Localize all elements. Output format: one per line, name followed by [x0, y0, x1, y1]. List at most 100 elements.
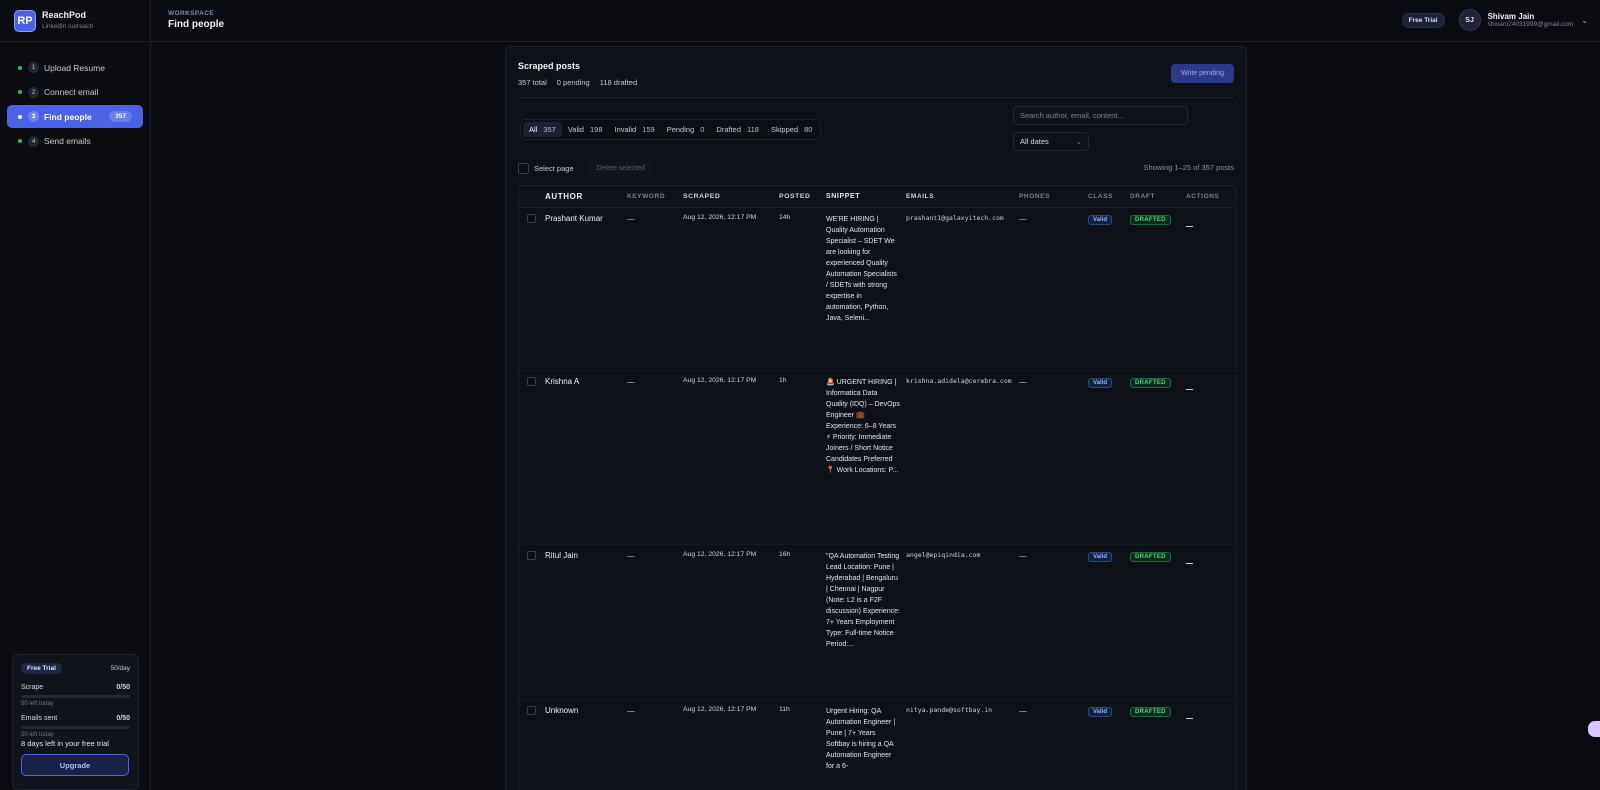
date-select-value: All dates [1020, 137, 1049, 146]
posted-age: 16h [779, 551, 791, 558]
filter-label: Pending [666, 125, 695, 134]
scrape-label: Scrape [21, 684, 44, 691]
step-number: 3 [28, 111, 39, 122]
draft-status-badge: DRAFTED [1130, 707, 1171, 717]
nav-item-send-emails[interactable]: 4 Send emails [7, 130, 143, 153]
column-scraped: SCRAPED [683, 193, 721, 200]
trial-days-left: 8 days left in your free trial [21, 739, 109, 748]
nav-item-connect-email[interactable]: 2 Connect email [7, 81, 143, 104]
posted-age: 1h [779, 377, 787, 384]
filter-label: Drafted [716, 125, 742, 134]
panel-title: Scraped posts [518, 61, 581, 71]
table-row[interactable]: Prashant Kumar — Aug 12, 2026, 12:17 PM … [519, 208, 1235, 371]
row-checkbox[interactable] [527, 551, 536, 560]
topbar: WORKSPACE Find people Free Trial SJ Shiv… [151, 0, 1600, 42]
class-badge: Valid [1088, 552, 1113, 562]
trial-rate: 50/day [110, 665, 130, 672]
table-row[interactable]: Ritul Jain — Aug 12, 2026, 12:17 PM 16h … [519, 545, 1235, 700]
email[interactable]: angel@epiqindia.com [906, 551, 981, 559]
stat-drafted: 118 drafted [599, 78, 638, 87]
chevron-down-icon: ⌄ [1076, 138, 1082, 146]
assistant-launcher-icon[interactable] [1588, 721, 1600, 737]
snippet: "QA Automation Testing Lead Location: Pu… [826, 553, 900, 648]
step-number: 4 [28, 135, 39, 147]
filter-valid[interactable]: Valid 198 [562, 122, 609, 137]
nav-item-label: Find people [44, 111, 92, 122]
draft-status-badge: DRAFTED [1130, 552, 1171, 562]
filter-count: 198 [589, 125, 603, 134]
snippet: 🚨 URGENT HIRING | Informatica Data Quali… [826, 379, 900, 474]
divider [518, 97, 1234, 98]
step-nav: 1 Upload Resume 2 Connect email 3 Find p… [0, 42, 150, 153]
filter-invalid[interactable]: Invalid 159 [609, 122, 661, 137]
delete-selected-button[interactable]: Delete selected [588, 161, 653, 176]
actions-menu-icon[interactable] [1186, 389, 1193, 390]
status-dot-icon [18, 65, 22, 70]
author-name: Prashant Kumar [545, 214, 603, 223]
scraped-time: Aug 12, 2026, 12:17 PM [683, 551, 757, 558]
filter-label: Invalid [614, 125, 637, 134]
step-number: 1 [28, 62, 39, 73]
filter-label: Skipped [770, 125, 799, 134]
nav-item-label: Upload Resume [44, 62, 105, 73]
emails-left: 50 left today [21, 732, 54, 738]
scrape-left: 50 left today [21, 701, 54, 707]
user-menu[interactable]: Shivam Jain shivam24031999@gmail.com [1488, 12, 1574, 29]
table-row[interactable]: Krishna A — Aug 12, 2026, 12:17 PM 1h 🚨 … [519, 371, 1235, 545]
emails-sent-value: 0/50 [116, 715, 130, 722]
brand-logo: RP [14, 9, 36, 32]
filter-count: 80 [804, 125, 813, 134]
draft-status-badge: DRAFTED [1130, 215, 1171, 225]
scrape-meter [21, 695, 130, 698]
actions-menu-icon[interactable] [1186, 226, 1193, 227]
status-dot-icon [18, 114, 22, 119]
posted-age: 14h [779, 214, 791, 221]
stat-pending: 0 pending [556, 78, 590, 87]
panel-stats: 357 total 0 pending 118 drafted [518, 78, 637, 87]
filter-skipped[interactable]: Skipped 80 [765, 122, 818, 137]
row-checkbox[interactable] [527, 377, 536, 386]
row-checkbox[interactable] [527, 706, 536, 715]
select-page-checkbox[interactable] [518, 163, 529, 174]
brand-name: ReachPod [42, 9, 87, 20]
email[interactable]: prashant1@galaxyitech.com [906, 214, 1004, 222]
phones: — [1019, 551, 1027, 560]
filter-tabs: All 357 Valid 198 Invalid 159 Pending 0 … [520, 119, 822, 140]
status-dot-icon [18, 90, 22, 94]
nav-item-label: Connect email [44, 87, 99, 97]
step-number: 2 [28, 86, 39, 98]
status-dot-icon [18, 139, 22, 143]
chevron-down-icon[interactable]: ⌄ [1581, 15, 1588, 25]
brand[interactable]: RP ReachPod Linkedin outreach [0, 0, 150, 42]
filter-all[interactable]: All 357 [523, 122, 562, 137]
brand-text: ReachPod Linkedin outreach [42, 9, 93, 30]
table-row[interactable]: Unknown — Aug 12, 2026, 12:17 PM 11h Urg… [519, 700, 1235, 790]
phones: — [1019, 377, 1027, 386]
column-select [519, 194, 545, 200]
posted-age: 11h [779, 706, 790, 713]
actions-menu-icon[interactable] [1186, 563, 1193, 564]
avatar[interactable]: SJ [1458, 9, 1481, 31]
search-input[interactable] [1013, 106, 1188, 125]
filter-count: 357 [543, 125, 556, 134]
upgrade-button[interactable]: Upgrade [21, 754, 129, 776]
column-posted: POSTED [779, 193, 811, 200]
user-email: shivam24031999@gmail.com [1487, 20, 1574, 28]
select-page-label: Select page [534, 164, 574, 173]
filter-pending[interactable]: Pending 0 [661, 122, 711, 137]
actions-menu-icon[interactable] [1186, 718, 1193, 719]
date-filter-select[interactable]: All dates ⌄ [1013, 132, 1089, 151]
filter-drafted[interactable]: Drafted 118 [710, 122, 765, 137]
nav-item-find-people[interactable]: 3 Find people 357 [7, 105, 143, 128]
emails-sent-label: Emails sent [21, 715, 58, 722]
email[interactable]: nitya.pande@softbay.in [906, 706, 993, 714]
email[interactable]: krishna.adidela@cerebra.com [906, 377, 1012, 385]
write-pending-button[interactable]: Write pending [1171, 64, 1234, 83]
filter-label: All [529, 125, 538, 134]
snippet: Urgent Hiring: QA Automation Engineer | … [826, 708, 896, 770]
keyword: — [627, 377, 635, 386]
row-checkbox[interactable] [527, 214, 536, 223]
nav-item-upload-resume[interactable]: 1 Upload Resume [7, 56, 143, 79]
pagination-summary: Showing 1–25 of 357 posts [1143, 163, 1234, 172]
class-badge: Valid [1088, 215, 1113, 225]
